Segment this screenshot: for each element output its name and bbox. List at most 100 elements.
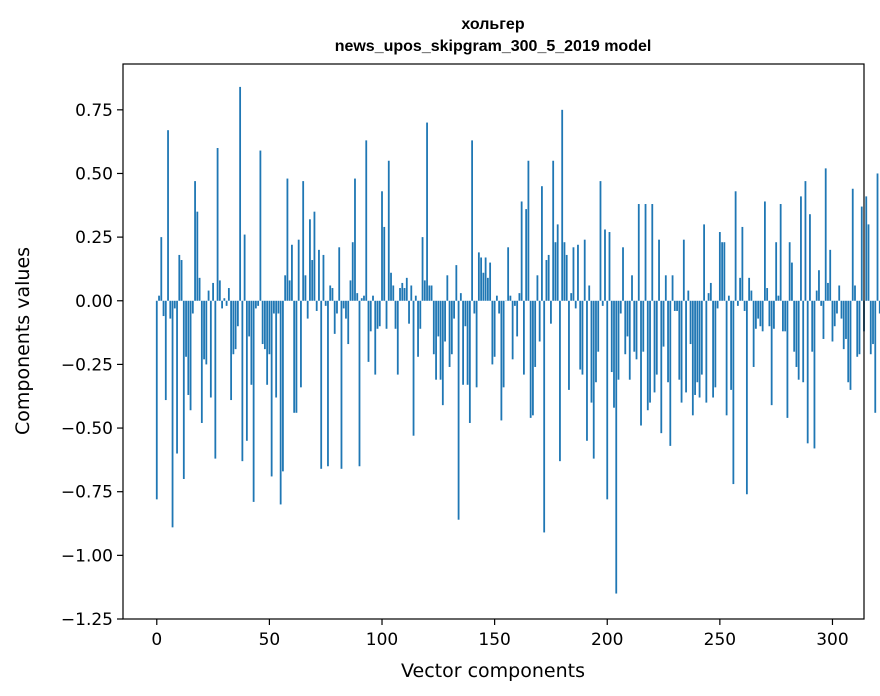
- bar: [878, 300, 880, 314]
- bar: [568, 300, 570, 390]
- bar: [421, 237, 424, 301]
- bar: [586, 300, 588, 441]
- bar: [236, 300, 239, 327]
- bar: [304, 275, 307, 301]
- bar: [462, 300, 464, 385]
- bar: [597, 300, 600, 352]
- bar: [205, 300, 208, 365]
- bar: [311, 260, 314, 301]
- bar: [369, 300, 372, 332]
- bar: [797, 300, 800, 380]
- bar: [410, 285, 413, 301]
- bar: [615, 300, 618, 594]
- bar: [209, 300, 212, 398]
- bar: [187, 300, 190, 395]
- bar: [865, 196, 868, 301]
- bar: [248, 300, 251, 337]
- bar: [396, 300, 399, 375]
- bar: [250, 300, 253, 385]
- bar: [437, 300, 440, 337]
- bar: [227, 288, 230, 301]
- bar: [239, 86, 242, 301]
- bar: [495, 295, 498, 301]
- bar: [295, 300, 298, 413]
- bar: [775, 242, 778, 301]
- bar: [196, 211, 199, 301]
- y-axis: −1.25 −1.00 −0.75 −0.50 −0.25 0.00 0.25 0.50 0.7…: [61, 101, 123, 630]
- bar: [777, 295, 780, 301]
- x-axis: 0 50 100 150 200 250 300: [151, 619, 849, 650]
- y-tick-label: 0.75: [75, 101, 113, 121]
- bar: [601, 300, 604, 306]
- bar: [667, 300, 669, 383]
- bar: [367, 300, 370, 362]
- chart-title: хольгер: [461, 16, 524, 33]
- bar: [203, 300, 205, 360]
- bar: [860, 206, 863, 301]
- bar: [606, 300, 609, 500]
- bar: [637, 204, 640, 301]
- bar: [709, 282, 712, 301]
- bar: [230, 300, 233, 401]
- bar: [263, 300, 266, 350]
- bar: [155, 300, 158, 500]
- bar: [387, 160, 390, 301]
- bar: [583, 239, 586, 301]
- bar: [297, 239, 300, 301]
- bar: [245, 300, 248, 441]
- bar: [622, 247, 624, 301]
- bar: [500, 300, 503, 421]
- bar: [167, 130, 169, 301]
- bar: [732, 300, 735, 485]
- bar: [405, 277, 408, 301]
- bar: [631, 275, 633, 301]
- bar: [685, 300, 687, 393]
- bar: [480, 257, 483, 301]
- bar: [867, 224, 870, 301]
- y-tick-label: −0.75: [61, 483, 113, 503]
- bar: [743, 300, 746, 311]
- bar: [232, 300, 235, 355]
- bar: [561, 109, 564, 301]
- bar: [354, 178, 356, 301]
- bar: [426, 122, 428, 301]
- bar: [180, 260, 183, 301]
- bar: [158, 295, 160, 301]
- y-tick-label: −0.50: [61, 419, 113, 439]
- bar: [734, 191, 737, 301]
- bar: [164, 300, 167, 401]
- bar: [351, 242, 354, 301]
- bar: [241, 300, 244, 462]
- bar: [173, 300, 176, 309]
- bar: [363, 295, 365, 301]
- bar: [385, 300, 388, 329]
- bar: [854, 285, 856, 301]
- bar: [372, 295, 374, 301]
- bar: [745, 300, 748, 495]
- bar: [727, 295, 730, 301]
- bar: [838, 285, 841, 301]
- bar: [347, 300, 350, 345]
- bar: [840, 300, 843, 319]
- bar: [588, 285, 591, 301]
- bar: [288, 280, 291, 301]
- bar: [872, 300, 874, 345]
- bar: [162, 300, 165, 317]
- bar: [259, 150, 262, 301]
- bar: [660, 300, 663, 434]
- bar: [788, 242, 791, 301]
- y-tick-label: 0.50: [75, 164, 113, 184]
- y-tick-label: 0.00: [75, 292, 113, 312]
- bar: [464, 300, 467, 327]
- bar: [198, 277, 201, 301]
- bar: [750, 290, 753, 301]
- bar: [477, 252, 480, 301]
- bar: [471, 140, 473, 301]
- bar: [795, 300, 798, 367]
- bar: [279, 300, 282, 505]
- bar: [628, 300, 631, 380]
- bar: [669, 300, 672, 446]
- bar: [534, 300, 537, 367]
- bar: [678, 300, 681, 380]
- bar: [754, 300, 757, 329]
